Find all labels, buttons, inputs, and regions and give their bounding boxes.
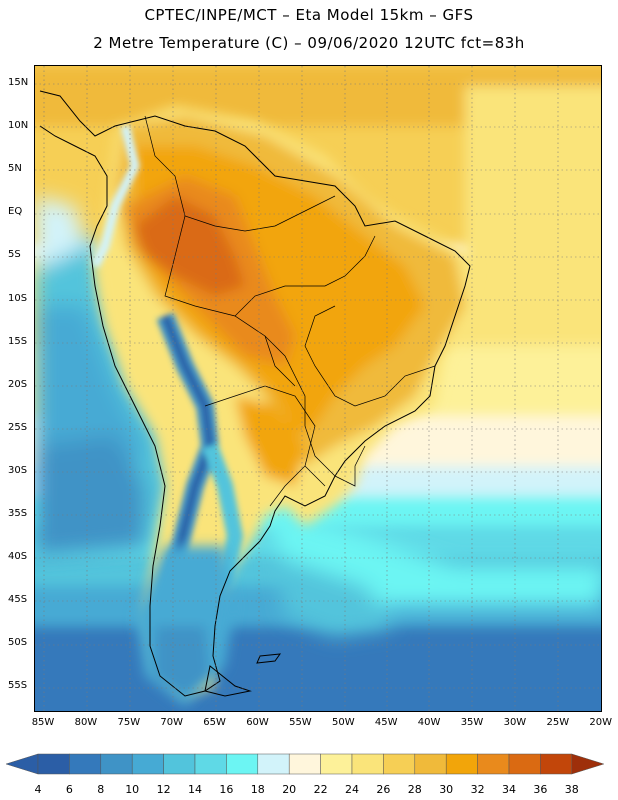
colorbar-label: 24 xyxy=(345,783,359,796)
colorbar-cell xyxy=(37,753,70,775)
colorbar-cell xyxy=(194,753,227,775)
colorbar-label: 34 xyxy=(502,783,516,796)
latitude-label: 15N xyxy=(8,77,29,88)
colorbar-cell xyxy=(414,753,447,775)
colorbar-cell xyxy=(351,753,384,775)
colorbar-label: 12 xyxy=(156,783,171,796)
colorbar-cell xyxy=(257,753,290,775)
colorbar-label: 8 xyxy=(97,783,105,796)
latitude-label: 20S xyxy=(8,378,28,390)
chart-title-line1: CPTEC/INPE/MCT – Eta Model 15km – GFS xyxy=(144,6,474,24)
colorbar-label: 22 xyxy=(313,783,328,796)
chart-title-line2: 2 Metre Temperature (C) – 09/06/2020 12U… xyxy=(93,34,525,52)
colorbar-cell xyxy=(540,753,573,775)
latitude-label: 40S xyxy=(8,551,28,563)
colorbar-label: 30 xyxy=(439,783,454,796)
colorbar-arrow-high xyxy=(571,753,605,775)
colorbar-label: 14 xyxy=(188,783,202,796)
longitude-label: 85W xyxy=(31,717,55,728)
temperature-colorbar xyxy=(6,753,605,775)
latitude-label: 50S xyxy=(8,637,28,649)
longitude-label: 30W xyxy=(503,717,527,728)
colorbar-label: 4 xyxy=(34,783,42,796)
latitude-label: 55S xyxy=(8,680,28,692)
coastline xyxy=(39,90,471,697)
colorbar-label: 28 xyxy=(407,783,422,796)
colorbar-cell xyxy=(163,753,196,775)
latitude-label: 35S xyxy=(8,508,28,519)
colorbar-cell xyxy=(477,753,510,775)
colorbar-label: 36 xyxy=(533,783,548,796)
colorbar-cell xyxy=(383,753,416,775)
temperature-map xyxy=(34,65,602,712)
longitude-label: 20W xyxy=(589,717,612,728)
latitude-label: 25S xyxy=(8,421,28,433)
latitude-label: 15S xyxy=(8,335,28,347)
longitude-label: 50W xyxy=(331,717,355,728)
longitude-label: 65W xyxy=(203,717,226,728)
colorbar-label: 10 xyxy=(125,783,140,796)
longitude-label: 35W xyxy=(460,717,484,728)
colorbar-cell xyxy=(288,753,321,775)
latitude-label: 45S xyxy=(8,594,28,606)
colorbar-cell xyxy=(131,753,164,775)
colorbar-cell xyxy=(100,753,133,775)
colorbar-arrow-low xyxy=(6,753,39,775)
longitude-label: 40W xyxy=(417,717,441,728)
longitude-label: 25W xyxy=(546,717,570,728)
latitude-label: 10N xyxy=(8,120,29,132)
latitude-label: 10S xyxy=(8,292,28,304)
longitude-label: 55W xyxy=(289,717,312,728)
longitude-label: 45W xyxy=(374,717,398,728)
colorbar-label: 20 xyxy=(282,783,297,796)
latitude-label: EQ xyxy=(8,206,23,218)
atlantic-cold-plume xyxy=(265,506,601,636)
colorbar-cell xyxy=(508,753,541,775)
longitude-label: 80W xyxy=(74,717,98,728)
colorbar-cell xyxy=(226,753,259,775)
longitude-label: 60W xyxy=(246,717,269,728)
latitude-label: 5S xyxy=(8,249,21,261)
graticule xyxy=(35,66,601,711)
colorbar-label: 32 xyxy=(470,783,485,796)
colorbar-label: 38 xyxy=(564,783,579,796)
country-borders xyxy=(144,115,436,507)
colorbar-label: 26 xyxy=(376,783,391,796)
latitude-label: 30S xyxy=(8,464,28,476)
longitude-label: 70W xyxy=(160,717,183,728)
colorbar-cell xyxy=(445,753,478,775)
colorbar-cell xyxy=(320,753,353,775)
latitude-label: 5N xyxy=(8,163,22,175)
colorbar-label: 6 xyxy=(65,783,73,796)
colorbar-label: 16 xyxy=(219,783,234,796)
longitude-label: 75W xyxy=(117,717,141,728)
temperature-field-svg xyxy=(35,66,601,711)
pacific-cold-tongue xyxy=(35,196,185,556)
colorbar-cell xyxy=(69,753,102,775)
colorbar-label: 18 xyxy=(250,783,265,796)
